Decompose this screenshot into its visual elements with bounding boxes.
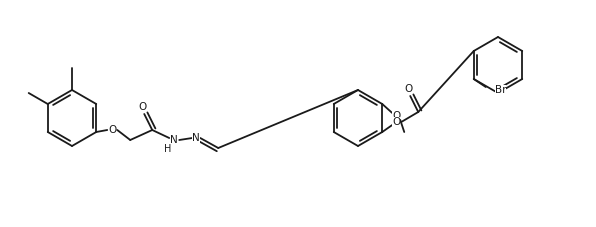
Text: N: N — [193, 133, 200, 143]
Text: O: O — [392, 111, 401, 121]
Text: N: N — [170, 135, 178, 145]
Text: O: O — [392, 117, 401, 127]
Text: O: O — [138, 102, 147, 112]
Text: O: O — [108, 125, 116, 135]
Text: H: H — [163, 144, 171, 154]
Text: O: O — [404, 84, 412, 94]
Text: Br: Br — [495, 85, 506, 95]
